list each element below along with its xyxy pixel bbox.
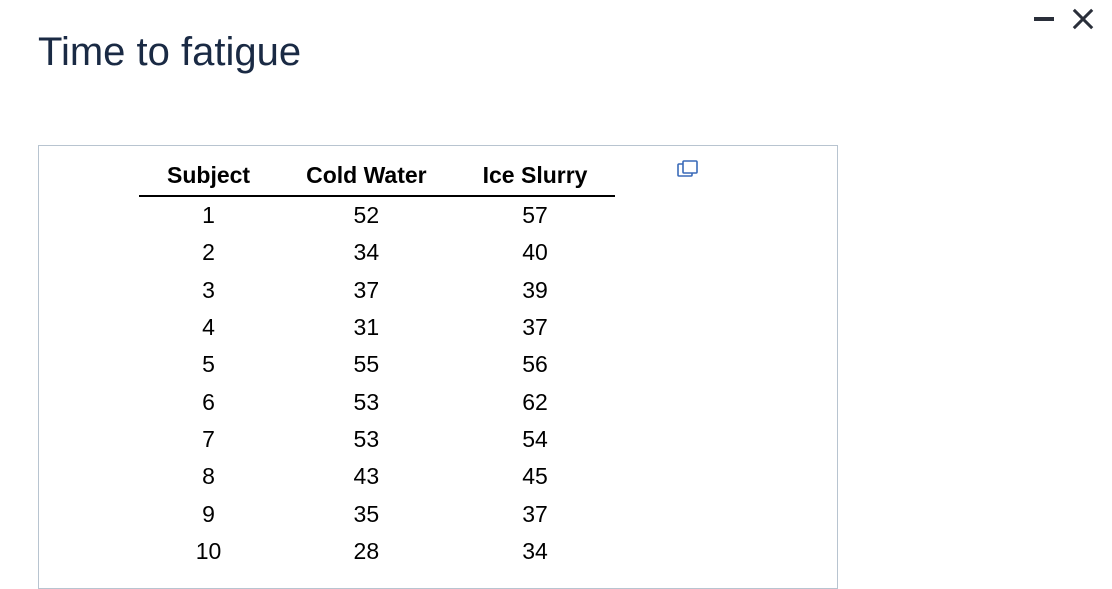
table-row: 102834 — [139, 533, 615, 570]
table-header-row: Subject Cold Water Ice Slurry — [139, 158, 615, 196]
table-row: 15257 — [139, 196, 615, 234]
table-cell: 1 — [139, 196, 278, 234]
table-cell: 7 — [139, 421, 278, 458]
table-cell: 57 — [455, 196, 616, 234]
table-cell: 28 — [278, 533, 455, 570]
table-cell: 62 — [455, 384, 616, 421]
table-row: 55556 — [139, 346, 615, 383]
table-cell: 56 — [455, 346, 616, 383]
table-cell: 55 — [278, 346, 455, 383]
column-header-ice-slurry: Ice Slurry — [455, 158, 616, 196]
minimize-icon[interactable] — [1034, 17, 1054, 21]
column-header-cold-water: Cold Water — [278, 158, 455, 196]
table-cell: 37 — [278, 272, 455, 309]
table-cell: 35 — [278, 496, 455, 533]
table-row: 33739 — [139, 272, 615, 309]
table-cell: 34 — [455, 533, 616, 570]
table-cell: 37 — [455, 496, 616, 533]
table-cell: 37 — [455, 309, 616, 346]
table-row: 75354 — [139, 421, 615, 458]
table-cell: 54 — [455, 421, 616, 458]
window-controls — [1034, 8, 1094, 30]
table-cell: 45 — [455, 458, 616, 495]
table-cell: 10 — [139, 533, 278, 570]
table-row: 43137 — [139, 309, 615, 346]
table-cell: 5 — [139, 346, 278, 383]
table-cell: 39 — [455, 272, 616, 309]
table-body: 1525723440337394313755556653627535484345… — [139, 196, 615, 570]
table-cell: 53 — [278, 384, 455, 421]
table-row: 23440 — [139, 234, 615, 271]
close-icon[interactable] — [1072, 8, 1094, 30]
table-cell: 9 — [139, 496, 278, 533]
table-row: 93537 — [139, 496, 615, 533]
table-cell: 31 — [278, 309, 455, 346]
table-cell: 40 — [455, 234, 616, 271]
table-row: 65362 — [139, 384, 615, 421]
table-cell: 6 — [139, 384, 278, 421]
table-cell: 2 — [139, 234, 278, 271]
pop-out-icon[interactable] — [677, 160, 699, 178]
table-cell: 8 — [139, 458, 278, 495]
table-cell: 53 — [278, 421, 455, 458]
table-cell: 3 — [139, 272, 278, 309]
data-table: Subject Cold Water Ice Slurry 1525723440… — [139, 158, 615, 570]
page-title: Time to fatigue — [38, 30, 301, 75]
table-cell: 52 — [278, 196, 455, 234]
table-row: 84345 — [139, 458, 615, 495]
table-cell: 43 — [278, 458, 455, 495]
table-container: Subject Cold Water Ice Slurry 1525723440… — [38, 145, 838, 589]
table-cell: 34 — [278, 234, 455, 271]
table-cell: 4 — [139, 309, 278, 346]
column-header-subject: Subject — [139, 158, 278, 196]
